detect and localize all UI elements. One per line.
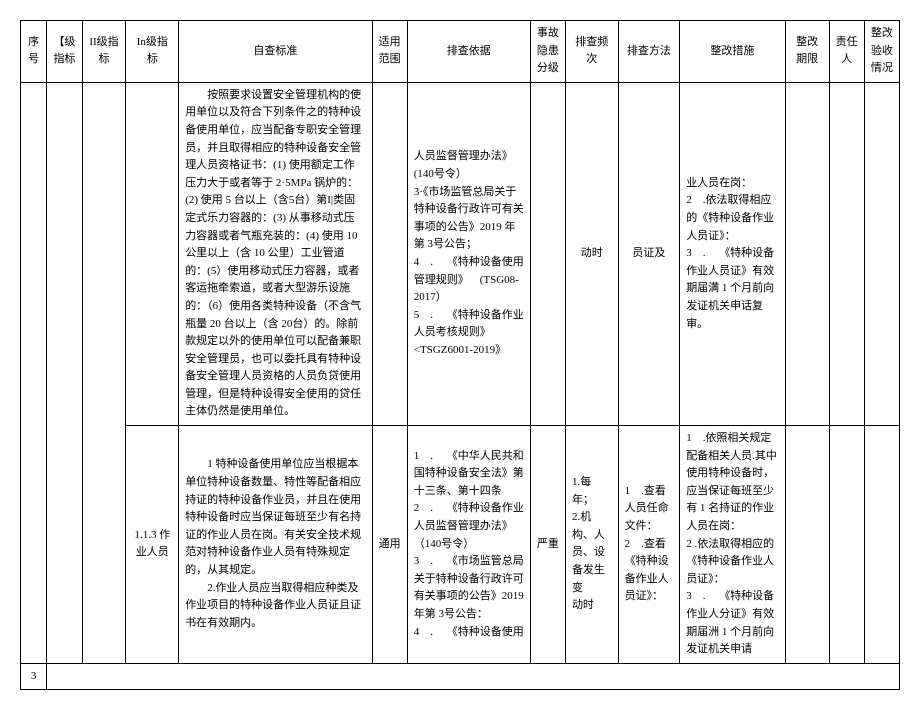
cell-status (864, 426, 899, 664)
cell-seq (21, 82, 47, 663)
cell-measure: 1 .依照相关规定配备相关人员.其中使用特种设备时，应当保证每班至少有 1 名持… (680, 426, 785, 664)
cell-measure: 业人员在岗：2 .依法取得相应的《特种设备作业人员证》：3 . 《特种设备作业人… (680, 82, 785, 425)
header-frequency: 排查频次 (565, 21, 618, 83)
header-scope: 适用范围 (372, 21, 407, 83)
cell-scope: 通用 (372, 426, 407, 664)
header-grade: 事故隐患分级 (530, 21, 565, 83)
cell-method: 1 .查看人员任命文件：2 .查看《特种设备作业人员证》： (618, 426, 680, 664)
cell-basis: 1 . 《中华人民共和国特种设备安全法》第十三条、第十四条2 . 《特种设备作业… (407, 426, 530, 664)
header-level3: In级指标 (126, 21, 179, 83)
cell-frequency: 动时 (565, 82, 618, 425)
cell-deadline (785, 82, 829, 425)
cell-frequency: 1.每年；2.机构、人员、设备发生变动时 (565, 426, 618, 664)
table-row: 3 (21, 663, 900, 690)
header-standard: 自查标准 (179, 21, 372, 83)
cell-level1 (47, 82, 82, 663)
header-row: 序号 【级指标 II级指标 In级指标 自查标准 适用范围 排查依据 事故隐患分… (21, 21, 900, 83)
cell-person (829, 426, 864, 664)
cell-method: 员证及 (618, 82, 680, 425)
header-measure: 整改措施 (680, 21, 785, 83)
cell-standard: 1 特种设备使用单位应当根据本单位特种设备数量、特性等配备相应持证的特种设备作业… (179, 426, 372, 664)
table-row: 按照要求设置安全管理机构的使用单位以及符合下列条件之的特种设备使用单位，应当配备… (21, 82, 900, 425)
cell-level3 (126, 82, 179, 425)
cell-grade (530, 82, 565, 425)
inspection-table: 序号 【级指标 II级指标 In级指标 自查标准 适用范围 排查依据 事故隐患分… (20, 20, 900, 690)
cell-empty (47, 663, 900, 690)
cell-person (829, 82, 864, 425)
header-seq: 序号 (21, 21, 47, 83)
header-level2: II级指标 (82, 21, 126, 83)
cell-deadline (785, 426, 829, 664)
cell-basis: 人员监督管理办法》(140号令）3·《市场监管总局关于特种设备行政许可有关事项的… (407, 82, 530, 425)
cell-grade: 严重 (530, 426, 565, 664)
header-status: 整改验收情况 (864, 21, 899, 83)
header-basis: 排查依据 (407, 21, 530, 83)
header-person: 责任人 (829, 21, 864, 83)
header-deadline: 整改期限 (785, 21, 829, 83)
header-level1: 【级指标 (47, 21, 82, 83)
table-row: 1.1.3 作业人员 1 特种设备使用单位应当根据本单位特种设备数量、特性等配备… (21, 426, 900, 664)
header-method: 排查方法 (618, 21, 680, 83)
cell-level3: 1.1.3 作业人员 (126, 426, 179, 664)
cell-status (864, 82, 899, 425)
cell-scope (372, 82, 407, 425)
cell-standard: 按照要求设置安全管理机构的使用单位以及符合下列条件之的特种设备使用单位，应当配备… (179, 82, 372, 425)
cell-seq: 3 (21, 663, 47, 690)
cell-level2 (82, 82, 126, 663)
